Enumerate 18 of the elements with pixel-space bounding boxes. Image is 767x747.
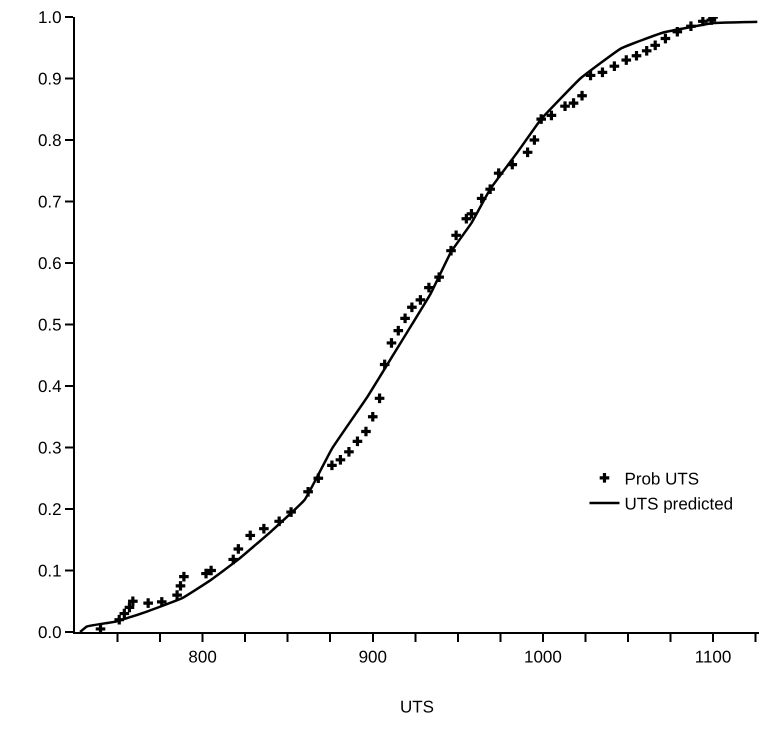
- legend-label: UTS predicted: [624, 494, 734, 514]
- x-axis-title: UTS: [400, 697, 434, 716]
- x-tick-label: 900: [358, 647, 387, 666]
- y-tick-label: 0.2: [38, 500, 62, 519]
- y-tick-label: 0.4: [38, 376, 62, 396]
- y-tick-label: 0.3: [38, 438, 62, 458]
- x-tick-label: 1000: [524, 647, 562, 666]
- y-tick-label: 0.7: [38, 192, 62, 212]
- x-tick-label: 1100: [694, 647, 732, 666]
- y-tick-label: 0.1: [38, 561, 62, 580]
- y-tick-label: 0.5: [38, 315, 62, 334]
- legend-label: Prob UTS: [624, 469, 700, 488]
- y-tick-label: 0.9: [38, 69, 62, 88]
- x-tick-label: 800: [188, 647, 217, 666]
- y-tick-label: 0.8: [38, 130, 62, 150]
- y-tick-label: 0.0: [38, 622, 62, 642]
- y-tick-label: 1.0: [38, 8, 62, 27]
- y-tick-label: 0.6: [38, 254, 62, 273]
